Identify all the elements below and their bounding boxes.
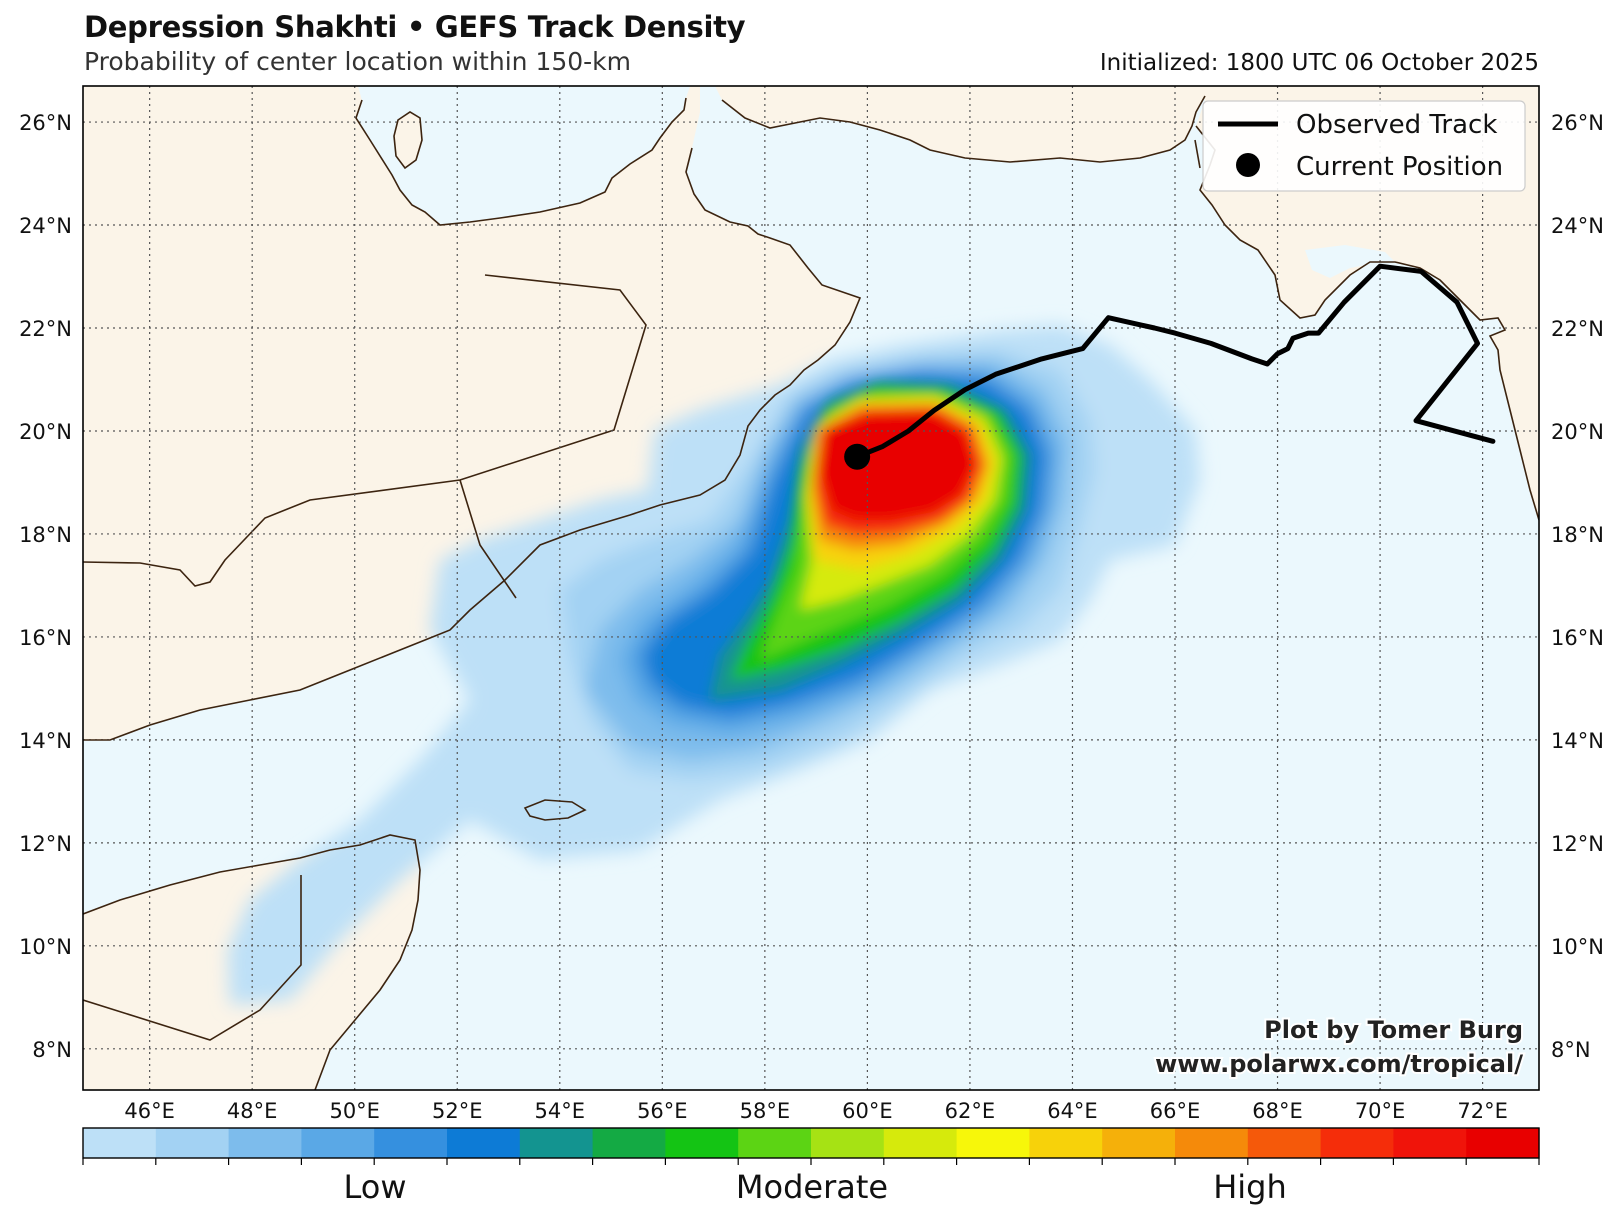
lat-tick-label-left: 12°N (19, 832, 72, 856)
border-saudi-oman (83, 274, 647, 587)
chart-title: Depression Shakhti • GEFS Track Density (84, 10, 746, 44)
colorbar-segment (738, 1128, 812, 1158)
land-india (1196, 86, 1539, 520)
lat-tick-label-right: 8°N (1551, 1038, 1591, 1062)
coast-india (1195, 125, 1539, 521)
lat-tick-label-left: 20°N (19, 420, 72, 444)
lat-tick-label-right: 12°N (1551, 832, 1604, 856)
lat-tick-label-right: 24°N (1551, 214, 1604, 238)
lon-tick-label: 68°E (1252, 1099, 1303, 1123)
density-level-13 (820, 412, 975, 520)
lat-tick-label-right: 20°N (1551, 420, 1604, 444)
coast-iran-pakistan (721, 95, 1206, 163)
latitude-tick-labels-left: 8°N 10°N 12°N 14°N 16°N 18°N 20°N 22°N 24°N 26°N (19, 111, 72, 1062)
colorbar-label-high: High (1213, 1168, 1287, 1206)
lon-tick-label: 46°E (124, 1099, 175, 1123)
colorbar-segment (1247, 1128, 1322, 1158)
lat-tick-label-left: 16°N (19, 626, 72, 650)
lon-tick-label: 56°E (637, 1099, 688, 1123)
colorbar-segment (447, 1128, 521, 1158)
chart-subtitle: Probability of center location within 15… (84, 47, 632, 76)
colorbar-segment (1466, 1128, 1540, 1158)
border-iran-pakistan (1194, 139, 1201, 169)
lon-tick-label: 58°E (740, 1099, 791, 1123)
lon-tick-label: 52°E (432, 1099, 483, 1123)
coast-oman (83, 147, 862, 741)
land-qatar (394, 112, 422, 168)
lon-tick-label: 48°E (227, 1099, 278, 1123)
lat-tick-label-right: 26°N (1551, 111, 1604, 135)
colorbar-frame (82, 1127, 1540, 1159)
water-gulf-of-kutch (1305, 245, 1395, 278)
colorbar-segment (228, 1128, 302, 1158)
colorbar-segment (883, 1128, 958, 1158)
lon-tick-label: 70°E (1355, 1099, 1406, 1123)
country-borders (83, 139, 1201, 1041)
colorbar-segment (1029, 1128, 1103, 1158)
lon-tick-label: 72°E (1457, 1099, 1508, 1123)
colorbar-segment (301, 1128, 375, 1158)
init-time: Initialized: 1800 UTC 06 October 2025 (1099, 50, 1539, 76)
colorbar-label-moderate: Moderate (735, 1168, 889, 1206)
coast-qatar (393, 111, 423, 170)
colorbar-segment (665, 1128, 739, 1158)
longitude-tick-labels: 46°E 48°E 50°E 52°E 54°E 56°E 58°E 60°E 62°E 64°E… (124, 1099, 1507, 1123)
graticule (83, 86, 1539, 1090)
lat-tick-label-left: 10°N (19, 935, 72, 959)
border-somalia-ethiopia (83, 875, 302, 1041)
lon-tick-label: 64°E (1047, 1099, 1098, 1123)
lon-tick-label: 62°E (945, 1099, 996, 1123)
colorbar-segment (1393, 1128, 1467, 1158)
colorbar-segment (592, 1128, 666, 1158)
lon-tick-label: 54°E (535, 1099, 586, 1123)
legend-dot-icon (1236, 153, 1260, 177)
current-position-marker (844, 443, 871, 470)
colorbar-segment (519, 1128, 594, 1158)
lat-tick-label-right: 14°N (1551, 729, 1604, 753)
lat-tick-label-right: 22°N (1551, 317, 1604, 341)
credit-url: www.polarwx.com/tropical/ (1155, 1050, 1523, 1078)
colorbar-segment (1175, 1128, 1249, 1158)
legend-observed-track: Observed Track (1296, 110, 1497, 140)
colorbar-segment (1320, 1128, 1394, 1158)
land-arabia (83, 86, 860, 740)
coast-socotra (523, 799, 587, 821)
lon-tick-label: 60°E (842, 1099, 893, 1123)
legend-current-position: Current Position (1296, 152, 1503, 182)
lat-tick-label-left: 22°N (19, 317, 72, 341)
colorbar-segment (956, 1128, 1030, 1158)
land-iran-pakistan (715, 86, 1205, 162)
lon-tick-label: 66°E (1150, 1099, 1201, 1123)
colorbar-segment (83, 1128, 157, 1158)
lat-tick-label-right: 18°N (1551, 523, 1604, 547)
colorbar-segment (811, 1128, 885, 1158)
colorbar-label-low: Low (343, 1168, 407, 1206)
track-density-field (228, 325, 1200, 1005)
latitude-tick-labels-right: 8°N 10°N 12°N 14°N 16°N 18°N 20°N 22°N 24°N 26°N (1551, 111, 1604, 1062)
lat-tick-label-right: 16°N (1551, 626, 1604, 650)
colorbar (82, 1128, 1540, 1165)
lat-tick-label-left: 18°N (19, 523, 72, 547)
lat-tick-label-left: 24°N (19, 214, 72, 238)
lon-tick-label: 50°E (329, 1099, 380, 1123)
coast-somalia (83, 834, 421, 1090)
observed-track-line (854, 263, 1496, 460)
lat-tick-label-right: 10°N (1551, 935, 1604, 959)
map-frame (82, 85, 1540, 1091)
water-persian-gulf (358, 86, 662, 208)
colorbar-segment (374, 1128, 448, 1158)
colorbar-segment (1102, 1128, 1176, 1158)
coast-arabia (355, 97, 687, 226)
coastlines (83, 95, 1539, 1090)
colorbar-segment (155, 1128, 230, 1158)
lat-tick-label-left: 14°N (19, 729, 72, 753)
lat-tick-label-left: 8°N (32, 1038, 72, 1062)
legend-box: Observed Track Current Position (1202, 100, 1526, 192)
credit-author: Plot by Tomer Burg (1264, 1016, 1523, 1044)
lat-tick-label-left: 26°N (19, 111, 72, 135)
